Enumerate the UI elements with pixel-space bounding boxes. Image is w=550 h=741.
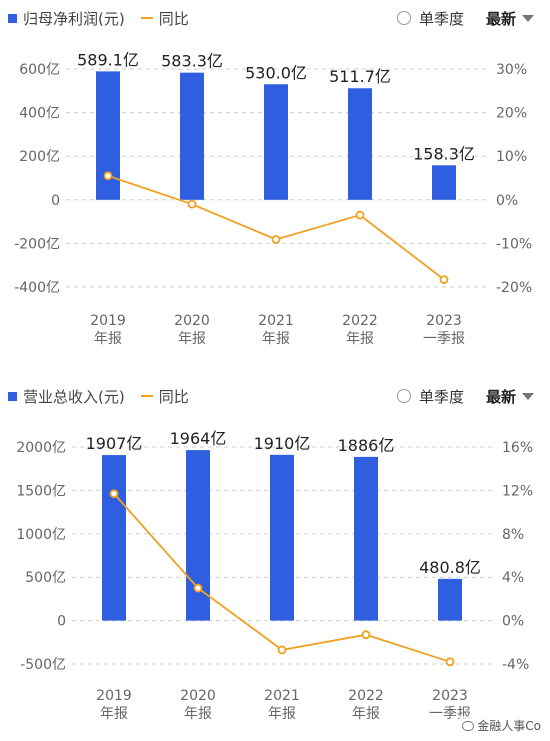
x-axis-period-label: 年报 [184, 706, 212, 722]
line-legend-swatch [140, 395, 153, 397]
bar-legend-label: 归母净利润(元) [23, 9, 125, 28]
yoy-point [439, 275, 449, 284]
yoy-point [361, 630, 371, 640]
x-axis-period-label: 年报 [94, 331, 122, 347]
bar [180, 72, 204, 200]
chevron-down-icon[interactable] [522, 14, 534, 22]
chart-controls: 单季度 最新 [396, 384, 534, 408]
revenue-panel: 营业总收入(元) 同比 单季度 最新 2000亿 1500亿 1000亿 500亿 0 -… [0, 378, 550, 741]
watermark-text: 金融人事Co [477, 719, 541, 733]
yoy-point [445, 657, 455, 667]
yoy-point [193, 583, 203, 593]
right-axis-tick-label: 8% [502, 527, 524, 543]
x-axis-period-label: 年报 [262, 331, 290, 347]
x-axis-year-label: 2020 [180, 688, 216, 704]
single-quarter-label[interactable]: 单季度 [418, 9, 464, 28]
x-axis-period-label: 年报 [352, 706, 380, 722]
yoy-point [109, 489, 119, 499]
chart-legend[interactable]: 归母净利润(元) 同比 [8, 6, 189, 30]
right-axis-tick-label: 4% [502, 570, 524, 586]
x-axis-year-label: 2019 [90, 313, 126, 329]
line-legend-label: 同比 [158, 9, 189, 28]
right-axis-tick-label: -20% [496, 280, 532, 296]
right-axis-tick-label: 30% [496, 62, 527, 78]
wechat-icon [462, 720, 475, 731]
bar-data-label: 1964亿 [170, 429, 227, 448]
line-legend-swatch [140, 17, 153, 19]
chart-legend[interactable]: 营业总收入(元) 同比 [8, 384, 189, 408]
right-axis-tick-label: 0% [496, 193, 518, 209]
x-axis-year-label: 2020 [174, 313, 210, 329]
bar [270, 454, 294, 621]
bar-data-label: 583.3亿 [161, 52, 223, 71]
yoy-point [103, 171, 113, 181]
x-axis-year-label: 2023 [432, 688, 468, 704]
net-profit-panel: 归母净利润(元) 同比 单季度 最新 600亿 400亿 200亿 0 -200亿 -40… [0, 0, 550, 370]
watermark: 金融人事Co [459, 716, 544, 735]
single-quarter-label[interactable]: 单季度 [418, 387, 464, 406]
yoy-point [271, 235, 281, 244]
bar-legend-swatch [8, 391, 17, 401]
right-axis-tick-label: -4% [502, 657, 529, 673]
bar-data-label: 589.1亿 [77, 50, 139, 69]
net-profit-chart: 600亿 400亿 200亿 0 -200亿 -400亿 30% 20% 10% 0% -10% -2… [14, 50, 532, 347]
yoy-point [355, 210, 365, 220]
left-axis-tick-label: 600亿 [19, 62, 60, 78]
revenue-chart: 2000亿 1500亿 1000亿 500亿 0 -500亿 16% 12% 8% 4% 0% -4%… [16, 429, 533, 722]
right-axis-tick-label: 10% [496, 149, 527, 165]
left-axis-tick-label: 400亿 [19, 106, 60, 122]
right-axis-tick-label: 16% [502, 440, 533, 456]
right-axis-tick-label: 0% [502, 614, 524, 630]
single-quarter-radio[interactable] [396, 11, 411, 25]
left-axis-tick-label: -400亿 [14, 280, 60, 296]
left-axis-tick-label: 500亿 [25, 570, 66, 586]
left-axis-tick-label: 1000亿 [16, 527, 66, 543]
right-axis-tick-label: -10% [496, 236, 532, 252]
bar-data-label: 1886亿 [338, 436, 395, 455]
yoy-point [277, 645, 287, 655]
bar-data-label: 511.7亿 [329, 67, 391, 86]
left-axis-tick-label: -200亿 [14, 236, 60, 252]
bar [96, 71, 120, 200]
bar-data-label: 480.8亿 [419, 558, 481, 577]
right-axis-tick-label: 20% [496, 106, 527, 122]
x-axis-period-label: 年报 [268, 706, 296, 722]
left-axis-tick-label: -500亿 [20, 657, 66, 673]
left-axis-tick-label: 0 [51, 193, 60, 209]
bar [348, 88, 372, 200]
bar-data-label: 530.0亿 [245, 63, 307, 82]
x-axis-year-label: 2019 [96, 688, 132, 704]
chevron-down-icon[interactable] [522, 392, 534, 400]
x-axis-year-label: 2021 [264, 688, 300, 704]
bar [354, 456, 378, 621]
bar-data-label: 1907亿 [86, 434, 143, 453]
bar [432, 165, 456, 200]
bar [264, 84, 288, 200]
x-axis-year-label: 2021 [258, 313, 294, 329]
bar [102, 455, 126, 621]
right-axis-tick-label: 12% [502, 483, 533, 499]
single-quarter-radio[interactable] [396, 389, 411, 403]
x-axis-year-label: 2022 [348, 688, 384, 704]
bar-legend-swatch [8, 13, 17, 23]
yoy-point [187, 199, 197, 209]
left-axis-tick-label: 2000亿 [16, 440, 66, 456]
bar-data-label: 1910亿 [254, 434, 311, 453]
bar-data-label: 158.3亿 [413, 144, 475, 163]
chart-controls: 单季度 最新 [396, 6, 534, 30]
left-axis-tick-label: 0 [57, 614, 66, 630]
sort-dropdown[interactable]: 最新 [485, 387, 516, 406]
x-axis-period-label: 一季报 [423, 331, 465, 347]
left-axis-tick-label: 200亿 [19, 149, 60, 165]
bar [438, 578, 462, 621]
line-legend-label: 同比 [158, 387, 189, 406]
x-axis-period-label: 年报 [178, 331, 206, 347]
x-axis-year-label: 2022 [342, 313, 378, 329]
x-axis-year-label: 2023 [426, 313, 462, 329]
bar-legend-label: 营业总收入(元) [23, 387, 125, 406]
x-axis-period-label: 年报 [346, 331, 374, 347]
x-axis-period-label: 年报 [100, 706, 128, 722]
sort-dropdown[interactable]: 最新 [485, 9, 516, 28]
left-axis-tick-label: 1500亿 [16, 483, 66, 499]
